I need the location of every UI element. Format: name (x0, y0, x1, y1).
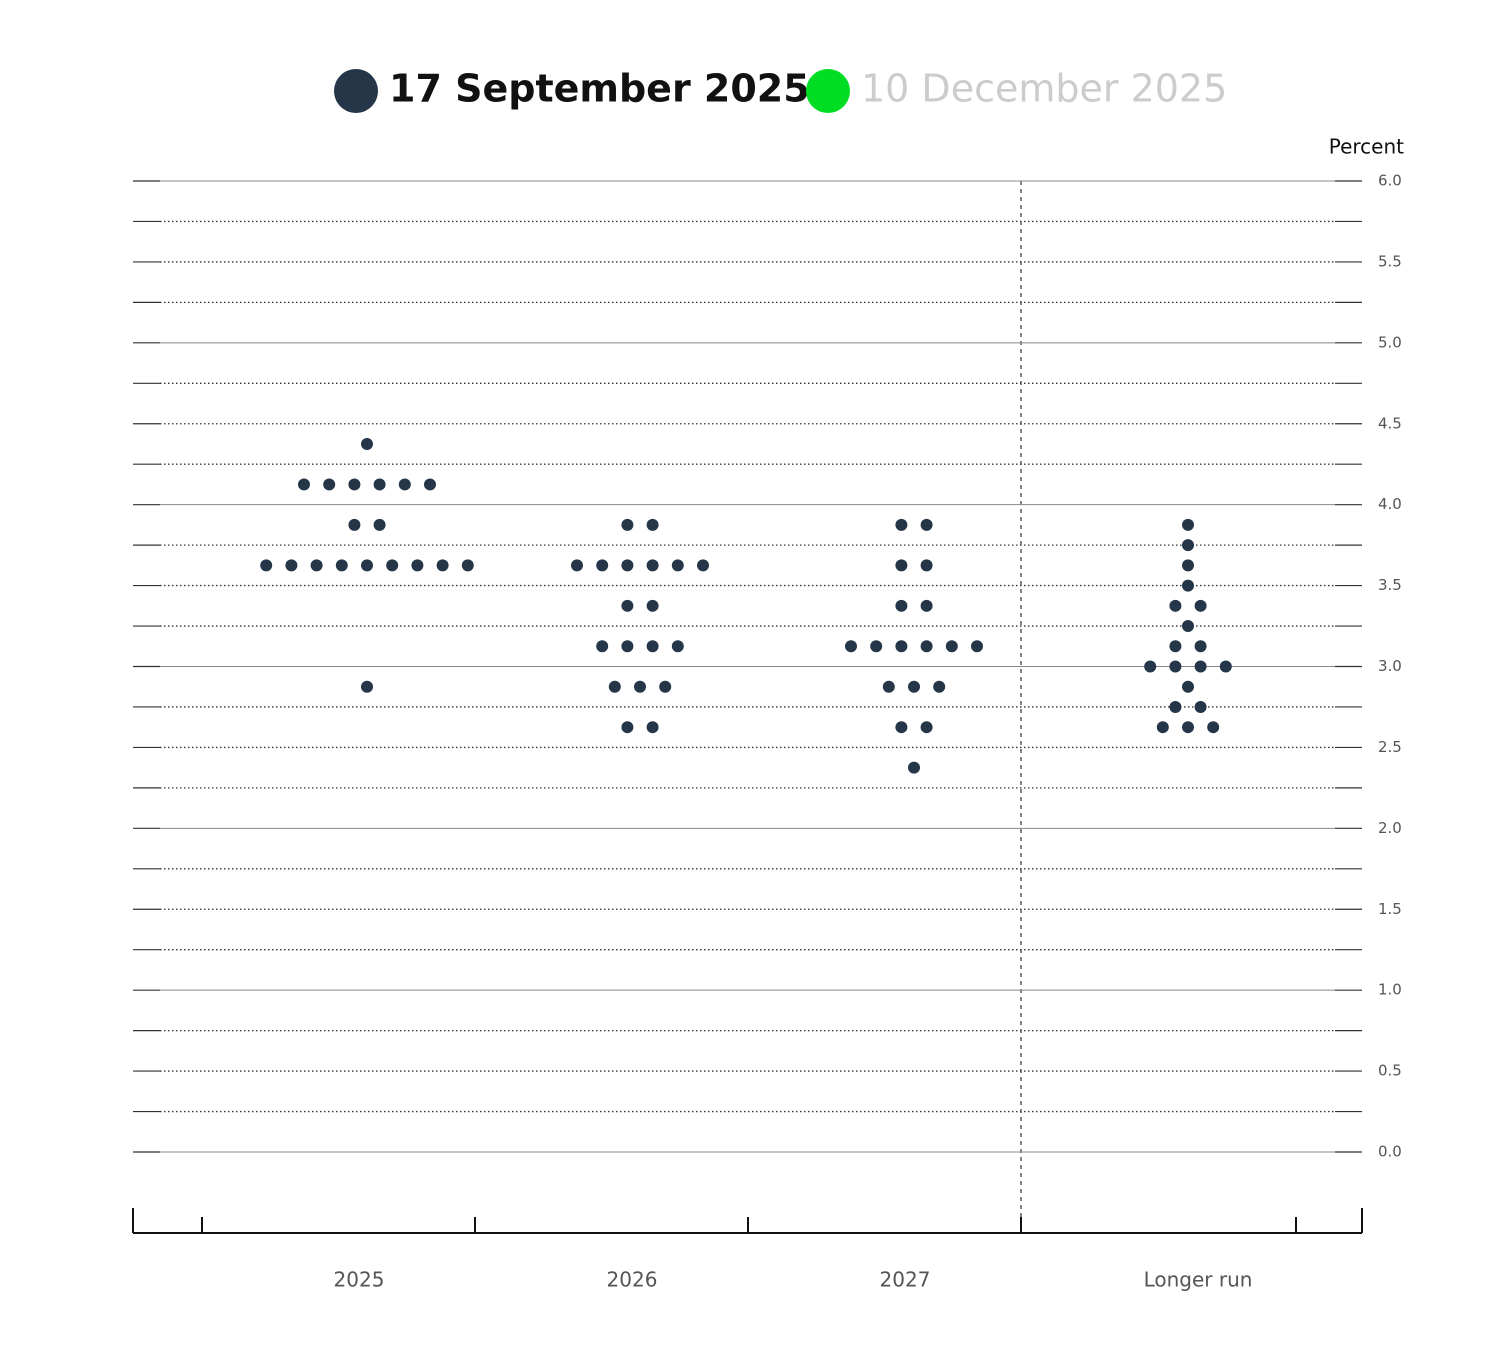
y-axis-label: Percent (1329, 135, 1404, 159)
x-tick-label: Longer run (1144, 1268, 1253, 1292)
dot (1182, 559, 1194, 572)
dot (424, 478, 436, 491)
dot (697, 559, 709, 572)
y-tick-label: 0.5 (1378, 1062, 1402, 1080)
dot (1156, 721, 1169, 734)
dot (596, 640, 609, 653)
dot (373, 518, 386, 531)
dot (398, 478, 411, 491)
dot (845, 640, 857, 653)
dot (1182, 579, 1194, 592)
dot (1169, 660, 1182, 673)
dot (335, 559, 348, 572)
dot (920, 518, 933, 531)
dot (671, 640, 684, 653)
dot (310, 559, 323, 572)
y-tick-label: 6.0 (1378, 172, 1402, 190)
dot (1169, 640, 1182, 653)
x-tick-label: 2026 (607, 1268, 658, 1292)
dot (1194, 640, 1207, 653)
dot (621, 599, 634, 612)
dot (646, 518, 659, 531)
dot (260, 559, 273, 572)
x-tick-label: 2025 (334, 1268, 385, 1292)
dot (920, 559, 933, 572)
dot (882, 680, 895, 693)
y-tick-label: 3.0 (1378, 657, 1402, 675)
dot (621, 518, 634, 531)
y-tick-label: 2.5 (1378, 738, 1402, 756)
dot (895, 559, 908, 572)
x-tick-label: 2027 (880, 1268, 931, 1292)
dot (920, 721, 933, 734)
dot (1207, 721, 1220, 734)
dot (571, 559, 583, 572)
legend-swatch[interactable] (806, 69, 850, 113)
dot (895, 518, 908, 531)
dot (1182, 680, 1194, 693)
y-tick-label: 2.0 (1378, 819, 1402, 837)
dot (920, 640, 933, 653)
y-tick-label: 4.0 (1378, 495, 1402, 513)
legend-swatch[interactable] (334, 69, 378, 113)
dot (1182, 539, 1194, 552)
y-tick-label: 5.5 (1378, 252, 1402, 270)
dot (1182, 518, 1194, 531)
dot (634, 680, 646, 693)
dot (646, 559, 659, 572)
dot (323, 478, 336, 491)
legend-label[interactable]: 17 September 2025 (389, 67, 810, 111)
dot (298, 478, 310, 491)
dot (895, 640, 908, 653)
dot (436, 559, 449, 572)
dot (621, 721, 634, 734)
y-tick-label: 1.5 (1378, 900, 1402, 918)
legend-label[interactable]: 10 December 2025 (861, 67, 1227, 111)
dot (895, 599, 908, 612)
dot (596, 559, 609, 572)
dot (1194, 599, 1207, 612)
dot (1182, 620, 1194, 633)
dot (1144, 660, 1157, 673)
dot (621, 559, 634, 572)
dot (646, 721, 659, 734)
dot (608, 680, 621, 693)
dot (621, 640, 634, 653)
dot (659, 680, 672, 693)
dot (348, 478, 361, 491)
dot (1194, 660, 1207, 673)
dot (920, 599, 933, 612)
dot (895, 721, 908, 734)
dot (971, 640, 983, 653)
dot (361, 680, 373, 693)
dot (646, 640, 659, 653)
dot (373, 478, 386, 491)
dot (646, 599, 659, 612)
dot (1169, 700, 1182, 713)
dot (671, 559, 684, 572)
dot (461, 559, 474, 572)
y-tick-label: 1.0 (1378, 981, 1402, 999)
y-tick-label: 4.5 (1378, 414, 1402, 432)
dot (386, 559, 399, 572)
dot (908, 761, 920, 774)
dot (411, 559, 424, 572)
y-tick-label: 3.5 (1378, 576, 1402, 594)
dot (361, 437, 373, 450)
dot (1219, 660, 1232, 673)
dot (1169, 599, 1182, 612)
dot (285, 559, 298, 572)
dot (348, 518, 361, 531)
y-tick-label: 0.0 (1378, 1143, 1402, 1161)
dot (870, 640, 883, 653)
y-tick-label: 5.0 (1378, 333, 1402, 351)
dot (1182, 721, 1194, 734)
dot (945, 640, 958, 653)
dot (908, 680, 920, 693)
dot (1194, 700, 1207, 713)
dot (361, 559, 373, 572)
dot (933, 680, 946, 693)
